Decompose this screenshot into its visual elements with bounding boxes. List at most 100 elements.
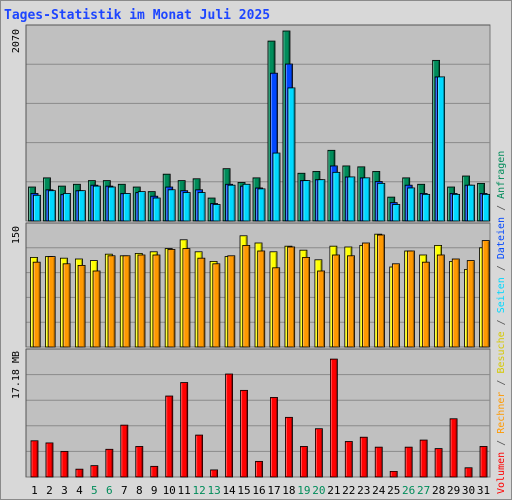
rechner-bar <box>182 248 191 348</box>
volume-bar <box>389 470 398 478</box>
seiten-bar <box>242 183 251 222</box>
volume-bar <box>329 358 338 478</box>
volume-bar <box>105 448 114 478</box>
seiten-bar <box>257 188 266 222</box>
x-axis-day-label: 29 <box>447 484 460 497</box>
rechner-bar <box>392 263 400 348</box>
volume-bar <box>60 451 69 478</box>
x-axis-day-label: 8 <box>136 484 143 497</box>
seiten-bar <box>287 87 296 222</box>
x-axis-day-label: 15 <box>237 484 250 497</box>
seiten-bar <box>347 176 356 222</box>
rechner-bar <box>77 264 86 348</box>
volume-bar <box>434 448 443 478</box>
rechner-bar <box>332 254 340 348</box>
volume-bar <box>314 428 323 478</box>
rechner-bar <box>377 234 385 348</box>
rechner-bar <box>287 246 296 348</box>
x-axis-day-label: 12 <box>193 484 206 497</box>
x-axis-day-label: 17 <box>267 484 280 497</box>
x-axis-day-label: 20 <box>312 484 325 497</box>
legend-separator: / <box>496 374 507 386</box>
seiten-bar <box>197 192 206 222</box>
x-axis-day-label: 22 <box>342 484 355 497</box>
x-axis-day-label: 7 <box>121 484 128 497</box>
volume-bar <box>30 440 39 478</box>
vertical-legend: Volumen / Rechner / Besuche / Seiten / D… <box>496 151 507 494</box>
rechner-bar <box>466 260 475 348</box>
rechner-bar <box>242 244 251 348</box>
x-axis-day-label: 21 <box>327 484 340 497</box>
seiten-bar <box>317 179 326 222</box>
volume-bar <box>464 467 473 478</box>
legend-seiten: Seiten <box>496 277 507 313</box>
seiten-bar <box>422 193 431 222</box>
rechner-bar <box>122 255 131 348</box>
volume-bar <box>225 373 233 478</box>
volume-bar <box>359 436 368 478</box>
rechner-bar <box>317 270 325 348</box>
seiten-bar <box>167 189 176 222</box>
legend-separator: / <box>496 199 507 211</box>
volume-bar <box>374 446 383 478</box>
rechner-bar <box>47 256 56 348</box>
rechner-bar <box>137 254 146 348</box>
volume-bar <box>479 446 488 478</box>
rechner-bar <box>212 263 221 348</box>
x-axis-day-label: 3 <box>61 484 68 497</box>
volume-axis-max-label: 17.18 MB <box>11 351 22 399</box>
legend-separator: / <box>496 259 507 271</box>
rechner-bar <box>227 255 236 348</box>
x-axis-day-label: 14 <box>222 484 236 497</box>
x-axis-day-label: 1 <box>31 484 38 497</box>
seiten-bar <box>482 193 490 222</box>
seiten-bar <box>78 190 86 222</box>
rechner-bar <box>92 270 101 348</box>
volume-bar <box>180 382 189 478</box>
volume-bar <box>404 446 413 478</box>
volume-bar <box>449 418 458 478</box>
volume-panel <box>25 348 491 478</box>
x-axis-day-label: 16 <box>252 484 265 497</box>
legend-separator: / <box>496 434 507 446</box>
chart-title: Tages-Statistik im Monat Juli 2025 <box>4 8 271 23</box>
seiten-bar <box>122 193 131 222</box>
seiten-bar <box>407 187 416 222</box>
legend-volumen: Volumen <box>496 452 507 494</box>
rechner-bar <box>272 267 281 348</box>
seiten-bar <box>137 191 146 222</box>
visits-hosts-panel <box>25 222 491 348</box>
x-axis-day-label: 27 <box>417 484 430 497</box>
seiten-bar <box>377 182 386 222</box>
seiten-bar <box>467 184 475 222</box>
x-axis-day-label: 26 <box>402 484 415 497</box>
volume-bar <box>255 460 263 478</box>
x-axis-day-label: 2 <box>46 484 53 497</box>
volume-bar <box>150 465 159 478</box>
seiten-bar <box>63 193 71 222</box>
seiten-bar <box>152 197 161 222</box>
x-axis-day-label: 19 <box>297 484 310 497</box>
x-axis-day-label: 31 <box>477 484 490 497</box>
rechner-bar <box>451 258 460 348</box>
visits-axis-max-label: 150 <box>11 226 22 244</box>
seiten-bar <box>227 184 236 222</box>
x-axis-day-label: 5 <box>91 484 98 497</box>
x-axis-day-label: 25 <box>387 484 400 497</box>
volume-bar <box>419 439 428 478</box>
seiten-bar <box>362 177 371 222</box>
rechner-bar <box>152 254 161 348</box>
volume-bar <box>195 434 204 478</box>
volume-bar <box>210 469 219 478</box>
x-axis-day-label: 23 <box>357 484 370 497</box>
volume-bar <box>285 416 293 478</box>
x-axis-day-label: 13 <box>207 484 220 497</box>
volume-bar <box>75 468 84 478</box>
x-axis-day-label: 10 <box>163 484 176 497</box>
requests-files-pages-panel <box>25 24 491 222</box>
legend-dateien: Dateien <box>496 217 507 259</box>
seiten-bar <box>107 186 116 222</box>
x-axis-day-label: 18 <box>282 484 295 497</box>
rechner-bar <box>421 261 430 348</box>
